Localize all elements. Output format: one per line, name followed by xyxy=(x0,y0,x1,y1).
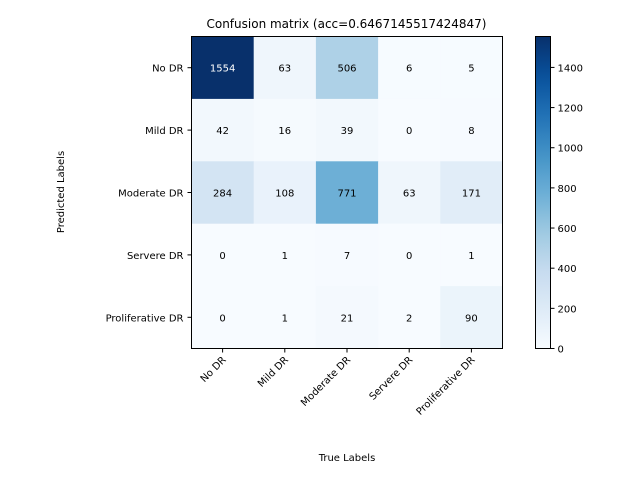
y-axis-ticks: No DR Mild DR Moderate DR Servere DR Prolife… xyxy=(106,64,192,324)
cell-value-label: 0 xyxy=(219,313,225,324)
y-axis-label: Predicted Labels xyxy=(56,151,67,233)
heatmap-cell xyxy=(440,98,503,162)
cell-value-label: 2 xyxy=(406,313,412,324)
colorbar-tick-label: 1400 xyxy=(558,63,583,74)
cell-value-label: 171 xyxy=(462,189,481,200)
y-tick-label: No DR xyxy=(152,64,183,75)
heatmap-cell xyxy=(315,98,379,162)
heatmap-cell xyxy=(378,223,441,287)
x-tick-label: No DR xyxy=(199,355,229,385)
heatmap-cell xyxy=(440,36,503,100)
heatmap-cell xyxy=(378,286,441,349)
cell-value-label: 0 xyxy=(219,251,225,262)
y-tick-label: Servere DR xyxy=(127,251,184,262)
colorbar-tick-label: 200 xyxy=(558,304,577,315)
cell-value-label: 90 xyxy=(465,313,478,324)
cell-value-label: 771 xyxy=(337,189,356,200)
cell-value-label: 8 xyxy=(468,126,474,137)
heatmap-cell xyxy=(378,98,441,162)
cell-value-label: 506 xyxy=(337,64,356,75)
y-tick-label: Proliferative DR xyxy=(106,313,184,324)
heatmap-cell xyxy=(315,286,379,349)
cell-value-label: 63 xyxy=(403,189,416,200)
cell-value-label: 42 xyxy=(216,126,229,137)
heatmap-cell xyxy=(191,36,255,100)
x-tick-label: Mild DR xyxy=(256,355,291,390)
x-tick-label: Proliferative DR xyxy=(415,355,478,418)
colorbar-tick-label: 800 xyxy=(558,184,577,195)
colorbar-tick-label: 400 xyxy=(558,264,577,275)
heatmap-cell-labels: 1554 63 506 6 5 42 16 39 0 8 284 108 771 63 171 0 1 7 0 1 0 1… xyxy=(210,64,481,325)
cell-value-label: 0 xyxy=(406,126,412,137)
x-axis-ticks: No DR Mild DR Moderate DR Servere DR Prolife… xyxy=(199,348,478,418)
cell-value-label: 6 xyxy=(406,64,412,75)
cell-value-label: 21 xyxy=(341,313,354,324)
x-tick-label: Servere DR xyxy=(368,355,416,403)
colorbar-tick-label: 1200 xyxy=(558,104,583,115)
cell-value-label: 1 xyxy=(282,251,288,262)
cell-value-label: 39 xyxy=(341,126,354,137)
heatmap-cell xyxy=(253,36,317,100)
cell-value-label: 5 xyxy=(468,64,474,75)
cell-value-label: 1554 xyxy=(210,64,235,75)
chart-title: Confusion matrix (acc=0.6467145517424847… xyxy=(206,17,486,31)
heatmap-cell xyxy=(378,161,441,225)
heatmap-cell xyxy=(440,161,503,225)
colorbar-tick-label: 0 xyxy=(558,345,564,356)
cell-value-label: 7 xyxy=(344,251,350,262)
heatmap-cell xyxy=(440,286,503,349)
heatmap-cell xyxy=(191,223,255,287)
heatmap-cell xyxy=(315,161,379,225)
y-tick-label: Mild DR xyxy=(145,126,183,137)
cell-value-label: 1 xyxy=(468,251,474,262)
cell-value-label: 63 xyxy=(278,64,291,75)
heatmap-cell xyxy=(191,98,255,162)
x-axis-label: True Labels xyxy=(318,453,376,464)
heatmap-cell xyxy=(315,223,379,287)
heatmap-cell xyxy=(253,223,317,287)
heatmap-cell xyxy=(315,36,379,100)
cell-value-label: 0 xyxy=(406,251,412,262)
cell-value-label: 1 xyxy=(282,313,288,324)
heatmap-cell xyxy=(191,286,255,349)
heatmap-cell xyxy=(253,161,317,225)
x-tick-label: Moderate DR xyxy=(299,355,353,409)
heatmap-cell xyxy=(191,161,255,225)
colorbar xyxy=(535,36,551,349)
heatmap-cell xyxy=(440,223,503,287)
cell-value-label: 16 xyxy=(278,126,291,137)
heatmap-cell xyxy=(378,36,441,100)
y-tick-label: Moderate DR xyxy=(118,189,183,200)
cell-value-label: 284 xyxy=(213,189,232,200)
colorbar-ticks: 0 200 400 600 800 1000 1200 1400 xyxy=(550,63,583,356)
heatmap-cell xyxy=(253,98,317,162)
heatmap-cells xyxy=(191,36,503,349)
heatmap-cell xyxy=(253,286,317,349)
cell-value-label: 108 xyxy=(275,189,294,200)
colorbar-tick-label: 600 xyxy=(558,224,577,235)
colorbar-tick-label: 1000 xyxy=(558,144,583,155)
